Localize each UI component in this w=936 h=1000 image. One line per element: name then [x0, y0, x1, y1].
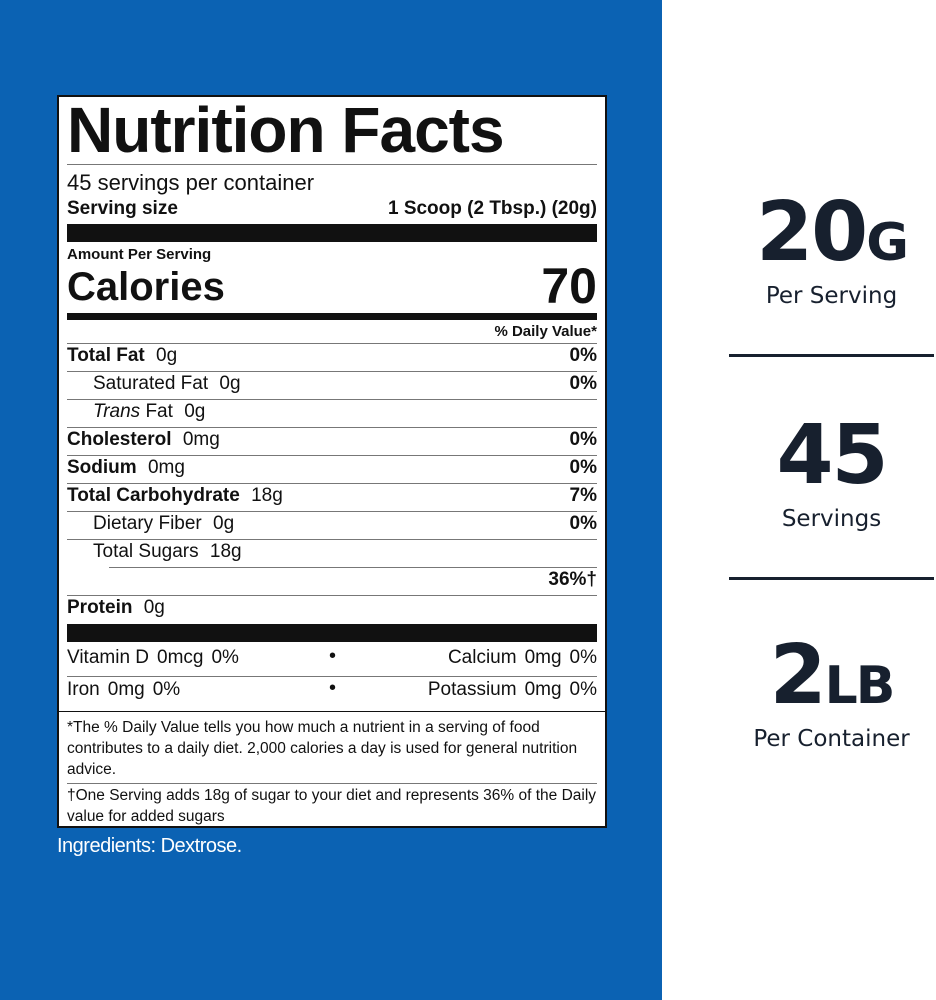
rule — [67, 595, 597, 596]
nutrient-dv: 36%† — [548, 569, 597, 590]
rule — [109, 567, 597, 568]
nutrition-label: Nutrition Facts 45 servings per containe… — [57, 94, 607, 828]
rule — [67, 483, 597, 484]
rule — [67, 539, 597, 540]
stat-caption: Per Serving — [765, 283, 898, 309]
nutrient-name: Saturated Fat — [93, 373, 209, 394]
nutrient-amount: 0g — [143, 597, 165, 618]
nutrient-amount: 0mg — [182, 429, 220, 450]
stat-value: 20G — [729, 185, 934, 280]
sugar-note: †One Serving adds 18g of sugar to your d… — [67, 787, 597, 825]
ingredients: Ingredients: Dextrose. — [57, 835, 242, 857]
nutrient-name: Cholesterol 0mg — [67, 429, 220, 451]
rule — [67, 455, 597, 456]
vitamin-amount: 0mg — [524, 647, 562, 668]
thick-bar — [67, 624, 597, 642]
rule — [67, 399, 597, 400]
calories: 70 — [541, 258, 597, 314]
amount-per-serving: Amount Per Serving — [67, 246, 212, 263]
rule — [59, 711, 605, 712]
stat-value: 2LB — [729, 628, 934, 723]
stat-caption: Servings — [781, 506, 882, 532]
bullet: • — [329, 645, 337, 667]
nutrient-amount: 0g — [156, 345, 178, 366]
vitamin-dv: 0% — [569, 647, 597, 668]
nutrient-dv: 0% — [569, 429, 597, 450]
nutrient-dv: 0% — [569, 373, 597, 394]
serving-size: 1 Scoop (2 Tbsp.) (20g) — [387, 198, 597, 219]
stat-number: 2 — [769, 628, 827, 723]
nutrient-name-italic: Trans — [93, 401, 141, 422]
nutrient-name: Protein — [67, 597, 133, 618]
nutrient-dv: 7% — [569, 485, 597, 506]
bullet: • — [329, 677, 337, 699]
nutrient-dv: 0% — [569, 513, 597, 534]
rule — [67, 676, 597, 677]
vitamin: Iron 0mg 0% — [67, 679, 180, 701]
vitamin-amount: 0mcg — [157, 647, 204, 668]
nutrient-amount: 0g — [213, 513, 235, 534]
footnote: *The % Daily Value tells you how much a … — [67, 719, 578, 778]
nutrient-name: Total Carbohydrate — [67, 485, 240, 506]
stat-unit: G — [866, 213, 909, 273]
nutrient-name: Sodium 0mg — [67, 457, 185, 479]
calories-label: Calories — [67, 265, 225, 309]
nutrient-amount: 0g — [219, 373, 241, 394]
separator — [729, 577, 934, 580]
vitamin-name: Calcium — [447, 647, 517, 668]
rule — [67, 164, 597, 165]
nutrient-name: Cholesterol — [67, 429, 172, 450]
nutrient-name: Total Sugars — [93, 541, 199, 562]
rule — [67, 343, 597, 344]
medium-bar — [67, 313, 597, 320]
stat-caption: Per Container — [753, 726, 910, 752]
rule — [67, 371, 597, 372]
nutrient-name: Total Fat — [67, 345, 145, 366]
vitamin-dv: 0% — [152, 679, 181, 700]
nutrient-name: Trans Fat 0g — [93, 401, 205, 423]
vitamin-name: Iron — [67, 679, 100, 700]
rule — [67, 511, 597, 512]
vitamin-name: Potassium — [427, 679, 517, 700]
vitamin: Potassium 0mg 0% — [428, 679, 597, 701]
nutrient-name: Fat — [145, 401, 173, 422]
dv-header: % Daily Value* — [494, 323, 597, 340]
vitamin-name: Vitamin D — [67, 647, 150, 668]
vitamin: Calcium 0mg 0% — [448, 647, 597, 669]
nutrient-name: Dietary Fiber — [93, 513, 202, 534]
nutrient-amount: 18g — [251, 485, 283, 506]
label-title: Nutrition Facts — [67, 94, 505, 166]
rule — [67, 427, 597, 428]
nutrient-amount: 0mg — [147, 457, 185, 478]
nutrient-amount: 18g — [209, 541, 242, 562]
nutrient-name: Total Fat 0g — [67, 345, 177, 367]
stat-number: 20 — [756, 185, 868, 280]
nutrient-name: Total Sugars 18g — [93, 541, 242, 563]
rule — [67, 783, 597, 784]
vitamin-dv: 0% — [211, 647, 239, 668]
nutrient-name: Total Carbohydrate 18g — [67, 485, 283, 507]
nutrient-dv: 0% — [569, 457, 597, 478]
nutrient-name: Dietary Fiber 0g — [93, 513, 234, 535]
thick-bar — [67, 224, 597, 242]
vitamin: Vitamin D 0mcg 0% — [67, 647, 239, 669]
vitamin-dv: 0% — [569, 679, 597, 700]
nutrient-name: Protein 0g — [67, 597, 165, 619]
nutrient-name: Sodium — [67, 457, 137, 478]
stat-value: 45 — [729, 408, 934, 503]
nutrient-amount: 0g — [184, 401, 206, 422]
vitamin-amount: 0mg — [107, 679, 145, 700]
stat-unit: LB — [824, 656, 896, 716]
serving-size-label: Serving size — [67, 198, 178, 219]
nutrient-name: Saturated Fat 0g — [93, 373, 241, 395]
nutrient-dv: 0% — [569, 345, 597, 366]
separator — [729, 354, 934, 357]
stat-number: 45 — [776, 408, 888, 503]
servings: 45 servings per container — [67, 170, 315, 195]
vitamin-amount: 0mg — [524, 679, 562, 700]
